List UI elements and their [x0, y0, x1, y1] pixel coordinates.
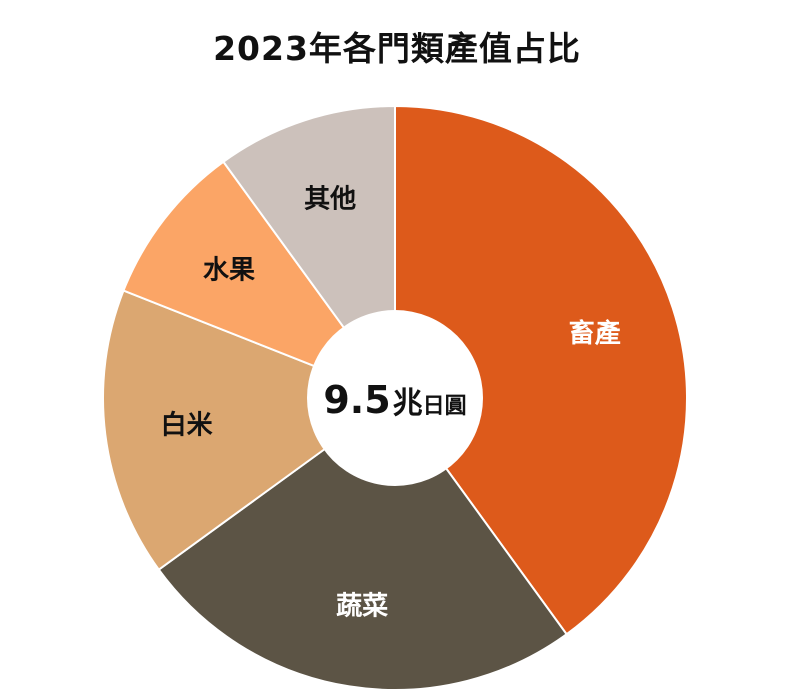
slice-label-4: 其他	[304, 184, 356, 214]
center-unit-prefix: 兆	[393, 386, 423, 421]
center-unit-suffix: 日圓	[423, 394, 467, 419]
slice-3	[122, 160, 398, 401]
chart-title: 2023年各門類產值占比	[213, 29, 581, 68]
slice-label-3: 水果	[203, 255, 255, 285]
slice-2	[102, 289, 398, 572]
center-value: 9.5	[323, 378, 390, 422]
center-hole	[307, 310, 483, 486]
slice-1	[157, 396, 569, 691]
slice-label-0: 畜產	[569, 318, 621, 349]
slice-label-2: 白米	[161, 409, 213, 440]
center-label: 9.5兆日圓	[323, 378, 466, 422]
slice-label-1: 蔬菜	[336, 591, 388, 621]
slice-0	[394, 104, 688, 636]
